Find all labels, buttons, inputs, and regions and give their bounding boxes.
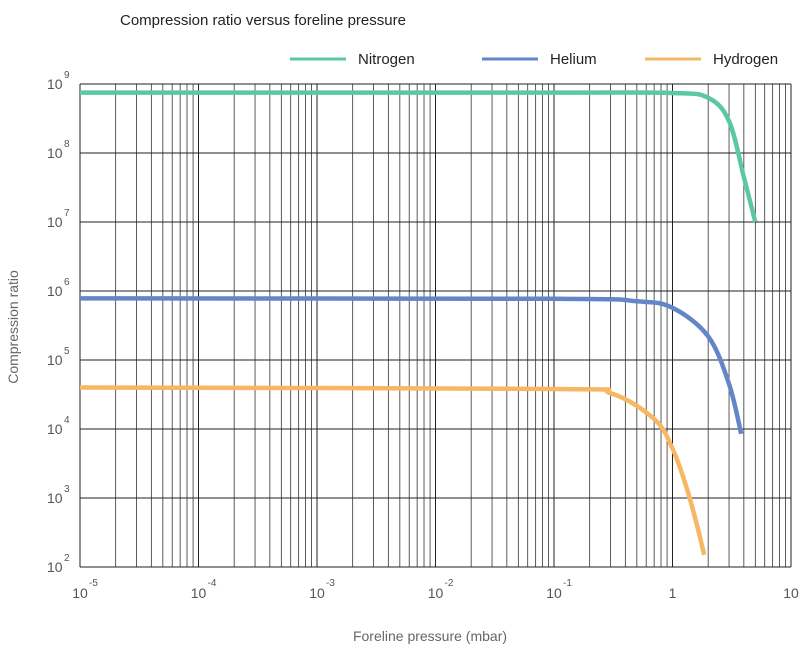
x-tick-label: 10-1 (546, 578, 572, 601)
y-tick-exponent: 9 (64, 70, 70, 81)
x-tick-base: 1 (669, 585, 677, 601)
series-lines (79, 90, 758, 556)
x-tick-exponent: -1 (563, 578, 572, 589)
x-tick-label: 1 (669, 585, 677, 601)
x-tick-labels: 10-510-410-310-210-11 10 (72, 578, 799, 601)
y-tick-exponent: 2 (64, 553, 70, 564)
y-tick-exponent: 7 (64, 208, 70, 219)
y-tick-label: 105 (47, 346, 70, 368)
series-line-hydrogen (79, 385, 707, 556)
y-axis-label: Compression ratio (5, 270, 21, 384)
y-tick-base: 10 (47, 76, 63, 92)
y-tick-exponent: 8 (64, 139, 70, 150)
y-tick-label: 102 (47, 553, 70, 575)
x-tick-label: 10-3 (309, 578, 335, 601)
y-tick-base: 10 (47, 559, 63, 575)
y-tick-label: 106 (47, 277, 70, 299)
y-tick-base: 10 (47, 490, 63, 506)
legend-item: Hydrogen (645, 51, 778, 68)
series-line-nitrogen (80, 90, 758, 223)
x-axis-label: Foreline pressure (mbar) (353, 628, 507, 644)
x-tick-base: 10 (191, 585, 207, 601)
x-tick-label: 10-4 (191, 578, 217, 601)
y-tick-exponent: 6 (64, 277, 70, 288)
y-tick-base: 10 (47, 145, 63, 161)
grid (79, 83, 792, 568)
x-tick-base: 10 (546, 585, 562, 601)
y-tick-exponent: 4 (64, 415, 70, 426)
x-tick-exponent: -3 (326, 578, 335, 589)
y-tick-exponent: 3 (64, 484, 70, 495)
y-tick-base: 10 (47, 421, 63, 437)
y-tick-label: 104 (47, 415, 70, 437)
legend-label: Nitrogen (358, 51, 415, 68)
legend: Nitrogen Helium Hydrogen (290, 51, 778, 68)
x-tick-base: 10 (309, 585, 325, 601)
y-tick-label: 103 (47, 484, 70, 506)
y-tick-label: 107 (47, 208, 70, 230)
legend-label: Helium (550, 51, 597, 68)
legend-item: Nitrogen (290, 51, 415, 68)
y-tick-label: 108 (47, 139, 70, 161)
y-tick-base: 10 (47, 283, 63, 299)
legend-item: Helium (482, 51, 597, 68)
x-tick-exponent: -5 (89, 578, 98, 589)
series-line-helium (79, 296, 744, 435)
y-tick-base: 10 (47, 214, 63, 230)
y-tick-base: 10 (47, 352, 63, 368)
x-tick-base: 10 (72, 585, 88, 601)
x-tick-label: 10-2 (428, 578, 454, 601)
x-tick-base: 10 (428, 585, 444, 601)
legend-label: Hydrogen (713, 51, 778, 68)
chart-title: Compression ratio versus foreline pressu… (120, 12, 406, 29)
x-tick-exponent: -4 (208, 578, 217, 589)
y-tick-label: 109 (47, 70, 70, 92)
x-tick-exponent: -2 (445, 578, 454, 589)
y-tick-exponent: 5 (64, 346, 70, 357)
x-tick-base: 10 (783, 585, 799, 601)
x-tick-label: 10 (783, 585, 799, 601)
x-tick-label: 10-5 (72, 578, 98, 601)
